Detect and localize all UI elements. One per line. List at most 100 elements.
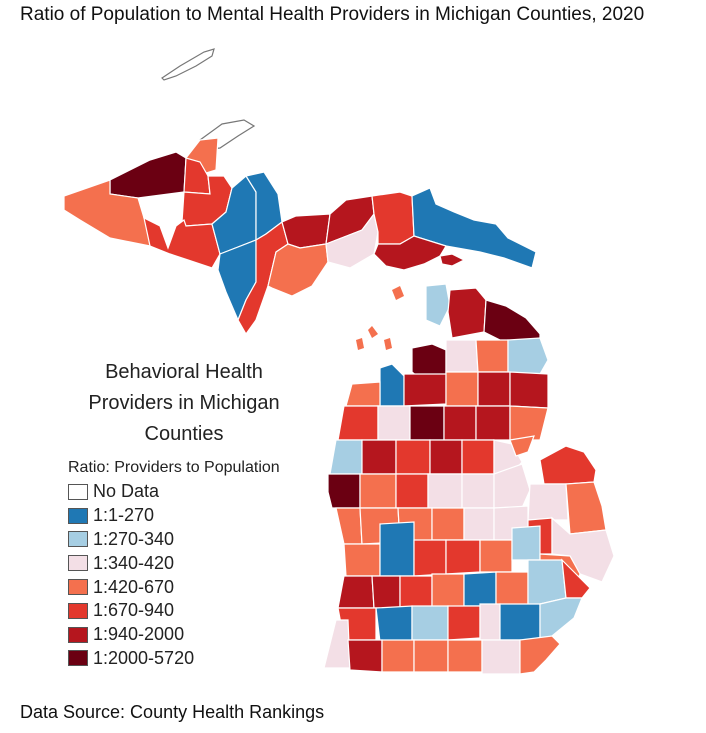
islands [356, 286, 404, 350]
county-monroe [539, 597, 583, 641]
legend-swatch [68, 602, 88, 619]
county-alcona [509, 371, 549, 409]
lower-peninsula-counties [323, 283, 615, 675]
county-wayne-east [561, 558, 591, 599]
county-lenawee-south [447, 639, 483, 673]
county-oceana [329, 439, 363, 475]
county-tuscola [493, 463, 531, 509]
map-title: Ratio of Population to Mental Health Pro… [20, 4, 645, 25]
county-livingston [479, 539, 513, 573]
county-clare [443, 405, 477, 441]
county-benzie [379, 363, 405, 407]
legend-item: 1:270-340 [68, 528, 194, 552]
county-muskegon [327, 473, 361, 509]
legend-item: 1:2000-5720 [68, 647, 194, 671]
county-branch-south [381, 639, 415, 673]
county-montmorency [475, 339, 509, 373]
county-alpena [507, 337, 549, 375]
county-chippewa [371, 191, 415, 245]
county-isabella [429, 439, 463, 475]
data-source-note: Data Source: County Health Rankings [20, 702, 325, 722]
county-hillsdale [447, 605, 481, 641]
legend-swatch [68, 555, 88, 572]
legend-heading-line-3: Counties [144, 423, 224, 445]
county-gladwin [475, 405, 511, 441]
county-mecosta [395, 439, 431, 475]
county-kalamazoo [371, 575, 401, 609]
county-newaygo [361, 439, 397, 475]
legend-label: No Data [93, 481, 160, 502]
county-oakland [511, 525, 541, 561]
county-lenawee [499, 603, 541, 641]
county-delta [237, 220, 289, 336]
legend-item: 1:340-420 [68, 551, 194, 575]
legend-swatch [68, 650, 88, 667]
county-oscoda [477, 371, 511, 407]
county-jackson [431, 573, 465, 609]
legend-item: 1:670-940 [68, 599, 194, 623]
county-huron [539, 445, 597, 485]
county-lake [377, 405, 411, 441]
legend-label: 1:1-270 [93, 505, 155, 526]
county-clinton [431, 507, 465, 541]
legend-heading-line-2: Providers in Michigan [88, 392, 280, 414]
legend-item: 1:420-670 [68, 575, 194, 599]
county-eaton [413, 539, 447, 577]
county-berrien [323, 619, 351, 669]
legend-label: 1:420-670 [93, 576, 175, 597]
legend-subtitle: Ratio: Providers to Population [68, 459, 280, 476]
legend-item: 1:1-270 [68, 504, 194, 528]
county-midland [461, 439, 495, 475]
legend-item: 1:940-2000 [68, 623, 194, 647]
county-barry [379, 521, 415, 577]
legend-label: 1:670-940 [93, 600, 175, 621]
county-saginaw [461, 473, 495, 509]
county-emmet [447, 287, 487, 339]
legend-swatch [68, 579, 88, 596]
county-ottawa [335, 507, 363, 545]
county-van-buren [337, 575, 375, 609]
county-branch [411, 605, 449, 641]
county-ingham [445, 539, 481, 575]
legend-heading-line-1: Behavioral Health [105, 361, 263, 383]
upper-peninsula-counties [63, 119, 537, 336]
county-sanilac-east [565, 481, 607, 535]
county-alger-east [267, 243, 329, 297]
legend-label: 1:340-420 [93, 552, 175, 573]
county-lenawee-south-2 [481, 639, 521, 675]
county-wayne-west [495, 571, 529, 607]
county-drummond-island [439, 253, 466, 267]
county-montcalm [359, 473, 397, 509]
county-mackinac [325, 212, 379, 269]
county-schoolcraft [281, 213, 331, 249]
legend: No Data 1:1-270 1:270-340 1:340-420 1:42… [68, 480, 194, 670]
county-lenawee-west [479, 603, 501, 641]
county-mason [337, 405, 379, 441]
county-chippewa-east [411, 187, 537, 269]
legend-label: 1:270-340 [93, 528, 175, 549]
county-iosco [509, 405, 549, 441]
legend-swatch [68, 507, 88, 524]
legend-swatch [68, 531, 88, 548]
county-sanilac [527, 483, 569, 521]
county-arenac [509, 435, 535, 457]
county-iron [143, 216, 221, 269]
county-hillsdale-south [413, 639, 449, 673]
legend-label: 1:2000-5720 [93, 647, 195, 668]
county-saginaw-west [427, 473, 463, 509]
county-osceola [409, 405, 445, 441]
county-st-joseph [375, 605, 413, 643]
county-kalkaska [445, 339, 479, 373]
county-monroe-south [519, 635, 561, 675]
isle-royale [161, 48, 215, 81]
county-mackinac-east [373, 235, 447, 271]
county-washtenaw [463, 571, 497, 607]
county-gratiot [395, 473, 429, 509]
legend-swatch [68, 483, 88, 500]
county-shiawassee [463, 507, 495, 541]
county-allegan [343, 543, 381, 577]
county-cass [347, 639, 383, 673]
legend-swatch [68, 626, 88, 643]
county-crawford [445, 371, 479, 407]
